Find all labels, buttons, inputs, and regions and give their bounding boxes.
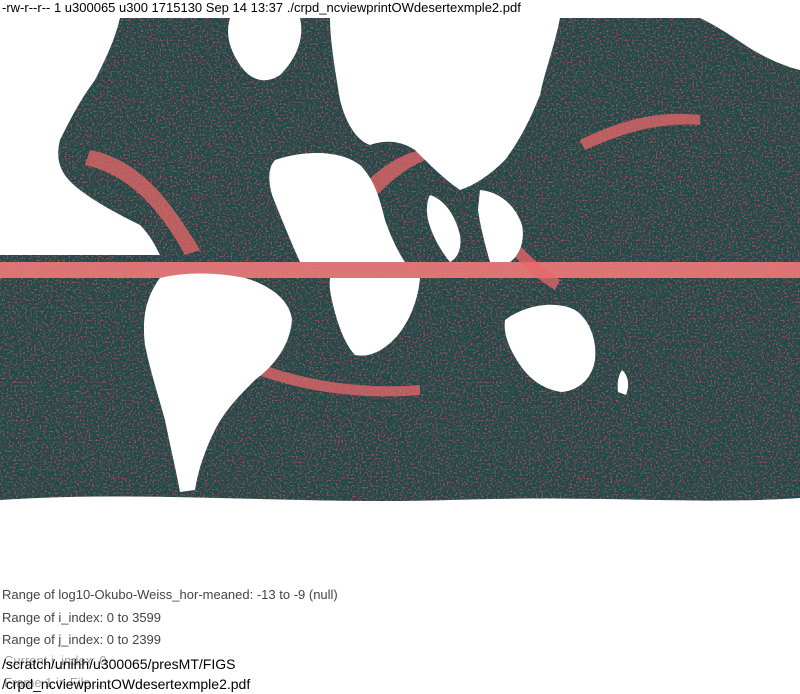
file-listing-header: -rw-r--r-- 1 u300065 u300 1715130 Sep 14…	[2, 0, 521, 15]
land-eurasia	[330, 18, 560, 190]
land-masses	[0, 0, 800, 535]
land-alaska	[700, 18, 800, 70]
footer-file: /crpd_ncviewprintOWdesertexmple2.pdf	[2, 676, 251, 692]
ocean-map	[0, 0, 800, 535]
land-southeast-asia	[478, 190, 523, 262]
range-info: Range of log10-Okubo-Weiss_hor-meaned: -…	[2, 584, 338, 652]
land-australia	[504, 304, 596, 392]
ocean-map-canvas	[0, 0, 800, 535]
land-africa	[269, 153, 405, 262]
land-africa-south	[329, 278, 420, 356]
range-j-index: Range of j_index: 0 to 2399	[2, 632, 162, 647]
land-antarctica	[0, 496, 800, 535]
file-path-footer: /scratch/unihh/u300065/presMT/FIGS /crpd…	[2, 654, 250, 694]
obscured-current-index: Current i_index: 0	[4, 653, 107, 668]
range-i-index: Range of i_index: 0 to 3599	[2, 609, 162, 625]
equator-band	[0, 262, 800, 278]
land-south-america	[143, 273, 292, 492]
arctic-land	[0, 0, 800, 18]
footer-path: /scratch/unihh/u300065/presMT/FIGS	[2, 656, 236, 672]
obscured-frame: Frame 1 in File ...	[4, 675, 106, 690]
obscured-info: Current i_index: 0 Frame 1 in File ...	[4, 650, 107, 694]
land-new-zealand	[617, 370, 629, 395]
range-okubo-weiss: Range of log10-Okubo-Weiss_hor-meaned: -…	[2, 587, 338, 602]
land-north-america	[0, 18, 160, 255]
land-india	[426, 195, 461, 262]
land-greenland	[228, 18, 302, 81]
